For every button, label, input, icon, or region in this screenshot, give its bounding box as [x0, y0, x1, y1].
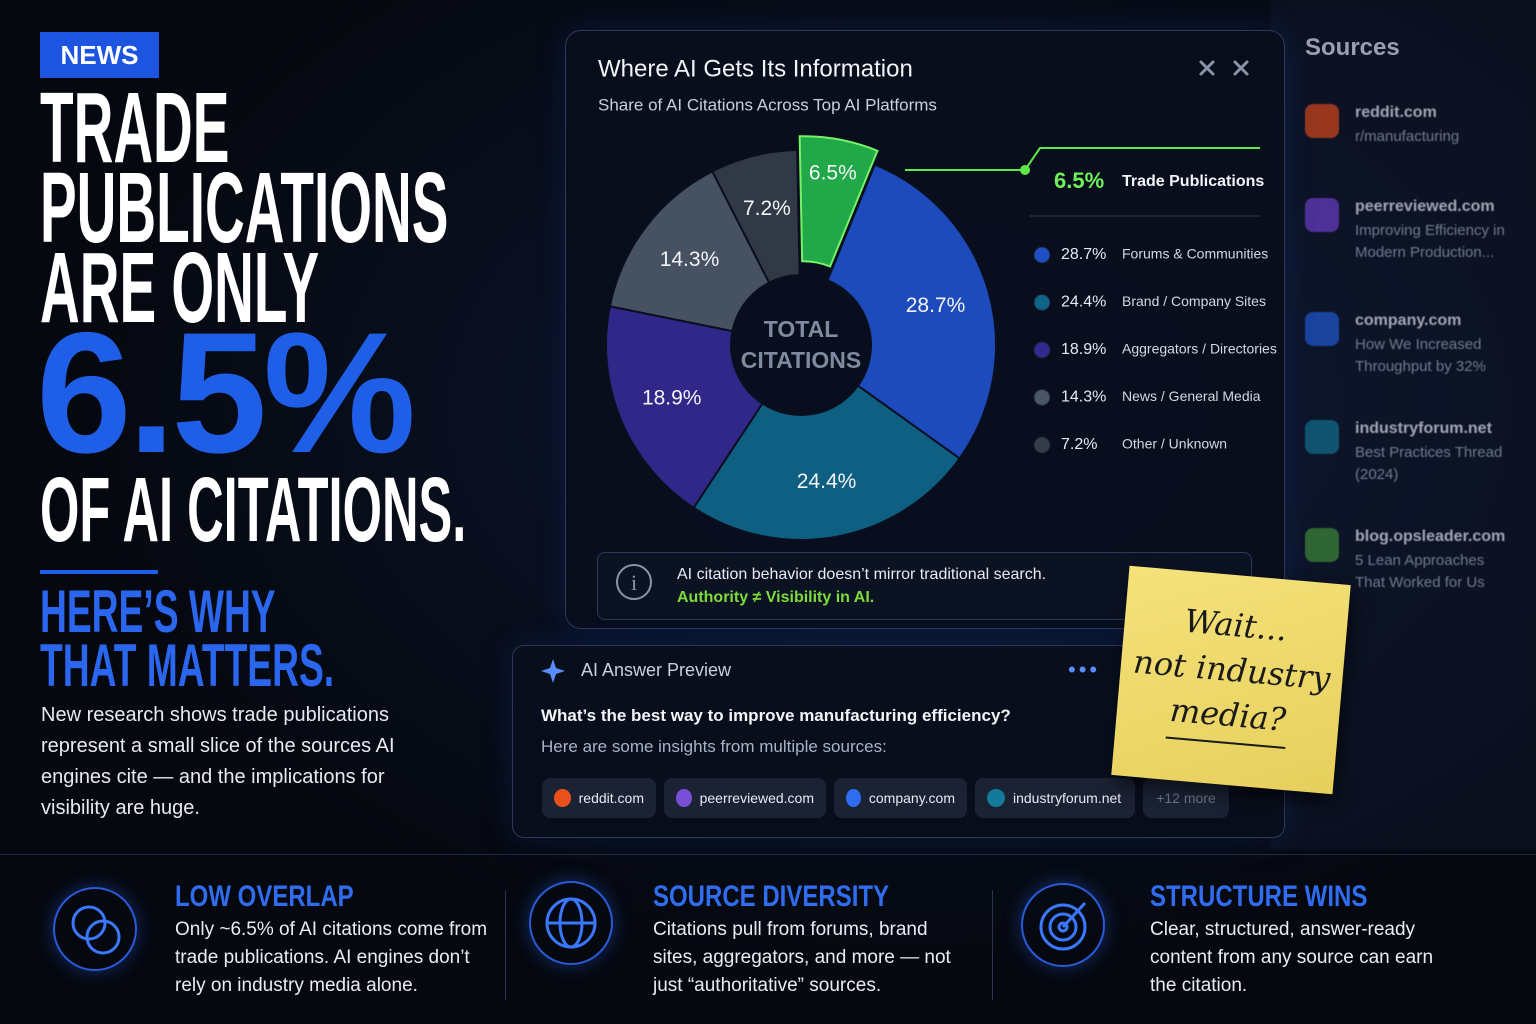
pie-slice — [826, 163, 997, 460]
legend-value: 24.4% — [1061, 294, 1106, 311]
source-icon — [1305, 528, 1339, 562]
more-menu[interactable]: ••• — [1068, 657, 1101, 682]
legend-label: Trade Publications — [1122, 173, 1264, 190]
divider — [40, 570, 158, 574]
source-title: Best Practices Thread (2024) — [1355, 444, 1503, 483]
answer-intro: Here are some insights from multiple sou… — [541, 737, 887, 756]
legend-swatch — [1033, 341, 1051, 359]
source-title: Improving Efficiency in Modern Productio… — [1355, 222, 1505, 261]
source-title: 5 Lean Approaches That Worked for Us — [1355, 552, 1485, 591]
chart-subtitle: Share of AI Citations Across Top AI Plat… — [598, 95, 937, 114]
feature-text: Citations pull from forums, brand sites,… — [653, 919, 951, 996]
chart-title: Where AI Gets Its Information — [598, 55, 913, 82]
answer-title: AI Answer Preview — [581, 660, 732, 680]
sparkle-icon — [541, 659, 565, 683]
leader-line — [905, 147, 1260, 171]
headline-line: TRADE — [40, 72, 230, 184]
chip-label: reddit.com — [578, 790, 644, 806]
legend-label: Brand / Company Sites — [1122, 293, 1266, 309]
feature-title: SOURCE DIVERSITY — [653, 880, 890, 913]
info-icon: i — [616, 564, 652, 600]
chip-label: +12 more — [1156, 790, 1216, 806]
center-label: TOTAL CITATIONS — [740, 316, 862, 373]
legend-swatch — [1033, 436, 1051, 454]
slice-label: 6.5% — [809, 161, 857, 184]
feature-icon — [529, 881, 613, 965]
slice-label: 14.3% — [660, 248, 720, 271]
chip-label: company.com — [868, 790, 955, 806]
source-chip[interactable]: reddit.com — [542, 778, 656, 818]
source-icon — [1305, 420, 1339, 454]
legend-value: 28.7% — [1061, 246, 1106, 263]
note-emphasis: Authority ≠ Visibility in AI. — [677, 589, 875, 606]
source-chip[interactable]: company.com — [834, 778, 967, 818]
source-icon — [1305, 104, 1339, 138]
source-domain: company.com — [1355, 312, 1462, 329]
chart: Where AI Gets Its Information Share of A… — [598, 55, 1277, 541]
pie-slice — [798, 135, 879, 268]
legend-label: Aggregators / Directories — [1122, 341, 1277, 357]
news-badge: NEWS — [40, 32, 159, 78]
legend-swatch — [1033, 294, 1051, 311]
source-title: r/manufacturing — [1355, 128, 1460, 145]
subhead-line: HERE’S WHY — [40, 578, 276, 645]
leader-dot — [1020, 165, 1030, 175]
headline-line: ARE ONLY — [40, 232, 320, 344]
source-domain: peerreviewed.com — [1355, 198, 1495, 215]
pie-slice — [710, 149, 801, 285]
headline-line: PUBLICATIONS — [40, 152, 449, 264]
source-icon — [1305, 312, 1339, 346]
legend-value: 14.3% — [1061, 389, 1106, 406]
sticky-note: Wait... not industry media? — [1111, 565, 1351, 795]
divider — [992, 890, 993, 1000]
legend-label: Other / Unknown — [1122, 436, 1227, 452]
source-chip[interactable]: peerreviewed.com — [664, 778, 826, 818]
legend-label: News / General Media — [1122, 388, 1261, 404]
icon-globe — [545, 897, 597, 949]
source-domain: blog.opsleader.com — [1355, 528, 1506, 545]
legend-label: Forums & Communities — [1122, 246, 1268, 262]
source-domain: reddit.com — [1355, 104, 1437, 121]
subhead-line: THAT MATTERS. — [40, 632, 335, 699]
pie-slice — [608, 170, 771, 333]
legend-value: 6.5% — [1054, 168, 1104, 193]
chip-label: peerreviewed.com — [699, 790, 814, 806]
pie-slice — [605, 305, 764, 510]
feature-title: STRUCTURE WINS — [1150, 880, 1368, 913]
icon-target — [1039, 901, 1087, 951]
body-text: New research shows trade publications re… — [41, 704, 395, 819]
pie-slice — [692, 384, 962, 541]
chip-label: industryforum.net — [1013, 790, 1122, 806]
feature-text: Clear, structured, answer-ready content … — [1150, 919, 1434, 996]
feature-text: Only ~6.5% of AI citations come from tra… — [175, 919, 488, 996]
legend-swatch — [1033, 246, 1051, 264]
icon-overlap — [71, 905, 121, 955]
source-domain: industryforum.net — [1355, 420, 1492, 437]
window-controls[interactable] — [1199, 60, 1249, 76]
source-chip[interactable]: industryforum.net — [975, 778, 1135, 818]
legend-value: 18.9% — [1061, 341, 1106, 358]
headline-end: OF AI CITATIONS. — [40, 459, 467, 561]
sources-title: Sources — [1305, 34, 1400, 61]
slice-label: 18.9% — [642, 386, 702, 409]
divider — [505, 890, 506, 1000]
slice-label: 28.7% — [906, 294, 966, 317]
slice-label: 24.4% — [797, 470, 857, 493]
legend-value: 7.2% — [1061, 436, 1097, 453]
note-text: AI citation behavior doesn’t mirror trad… — [677, 566, 1047, 583]
feature-icon — [1021, 883, 1105, 967]
separator — [0, 854, 1536, 855]
more-chip[interactable]: +12 more — [1143, 778, 1229, 818]
feature-icon — [53, 887, 137, 971]
source-icon — [1305, 198, 1339, 232]
legend-swatch — [1033, 389, 1051, 406]
answer-question: What’s the best way to improve manufactu… — [541, 706, 1011, 725]
headline-highlight: 6.5% — [36, 297, 416, 489]
source-title: How We Increased Throughput by 32% — [1355, 336, 1486, 375]
slice-label: 7.2% — [743, 197, 791, 220]
feature-title: LOW OVERLAP — [175, 880, 354, 913]
